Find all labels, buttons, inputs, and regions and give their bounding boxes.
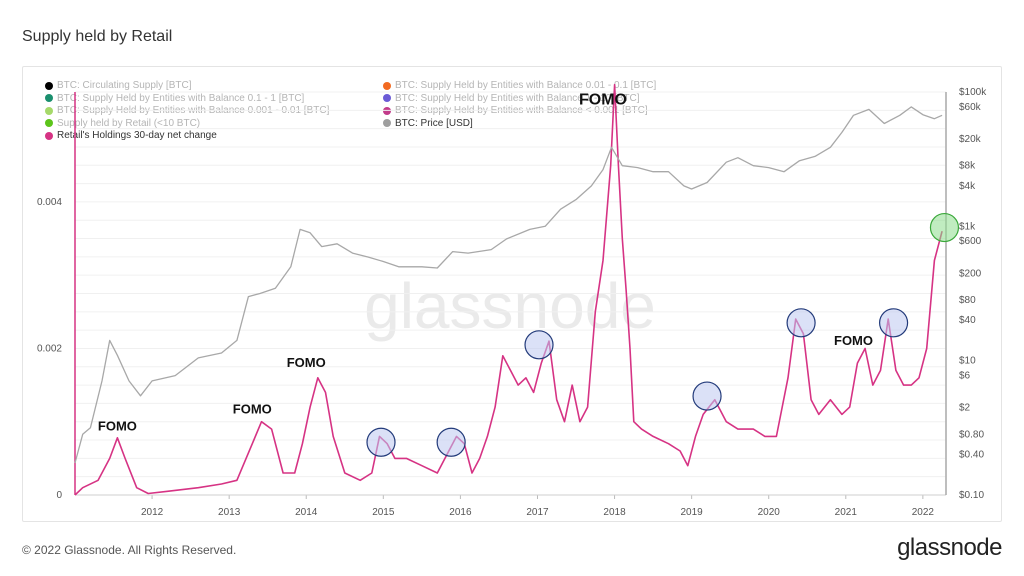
- legend-label: BTC: Circulating Supply [BTC]: [57, 80, 192, 91]
- legend-label: Supply held by Retail (<10 BTC): [57, 117, 201, 129]
- legend-dot-icon: [383, 94, 391, 102]
- highlight-circle-green: [929, 212, 960, 243]
- x-tick-label: 2013: [218, 507, 241, 518]
- legend-item[interactable]: BTC: Price [USD]: [383, 118, 473, 129]
- legend-item[interactable]: BTC: Supply Held by Entities with Balanc…: [383, 93, 640, 104]
- legend-label: BTC: Supply Held by Entities with Balanc…: [395, 80, 657, 91]
- fomo-annotation: FOMO: [579, 91, 627, 108]
- y-right-tick-label: $0.40: [959, 450, 984, 461]
- x-tick-label: 2021: [835, 507, 858, 518]
- legend-dot-icon: [45, 94, 53, 102]
- glassnode-logo: glassnode: [897, 534, 1002, 561]
- legend-dot-icon: [45, 119, 53, 127]
- grid: [75, 91, 946, 496]
- legend-label: Retail's Holdings 30-day net change: [57, 130, 217, 141]
- legend-dot-icon: [383, 81, 391, 90]
- retail-net-change-line: [74, 83, 943, 496]
- page-title: Supply held by Retail: [22, 28, 173, 45]
- x-tick-label: 2014: [295, 507, 318, 518]
- y-right-tick-label: $4k: [959, 181, 976, 192]
- marks: FOMO FOMO FOMO FOMO FOMO: [98, 91, 960, 457]
- watermark: glassnode: [364, 270, 656, 342]
- legend-item[interactable]: BTC: Circulating Supply [BTC]: [45, 80, 192, 91]
- fomo-annotation: FOMO: [834, 333, 873, 348]
- legend-label: BTC: Supply Held by Entities with Balanc…: [395, 92, 640, 104]
- fomo-annotation: FOMO: [287, 355, 326, 370]
- y-left-tick-label: 0: [56, 490, 62, 501]
- y-right-tick-label: $0.10: [959, 490, 984, 501]
- x-tick-label: 2016: [449, 507, 472, 518]
- y-left-tick-label: 0.004: [37, 197, 62, 208]
- highlight-circle-blue: [366, 427, 396, 457]
- x-tick-label: 2012: [141, 507, 164, 518]
- highlight-circle-blue: [692, 381, 722, 411]
- highlight-circle-blue: [786, 308, 816, 338]
- chart-frame: [22, 66, 1002, 522]
- y-left-tick-label: 0.002: [37, 343, 62, 354]
- axes: 0 0.002 0.004 $0.10 $0.40 $0.80 $2 $6 $10 $40 $80 $…: [37, 87, 987, 518]
- legend-dot-icon: [383, 119, 391, 127]
- y-right-tick-label: $6: [959, 371, 971, 382]
- x-tick-label: 2015: [372, 507, 395, 518]
- legend-dot-icon: [45, 81, 53, 90]
- legend-label: BTC: Price [USD]: [395, 117, 473, 129]
- y-right-tick-label: $200: [959, 268, 982, 279]
- fomo-annotation: FOMO: [98, 419, 137, 434]
- legend-item[interactable]: BTC: Supply Held by Entities with Balanc…: [383, 80, 656, 91]
- x-tick-label: 2017: [526, 507, 549, 518]
- y-right-tick-label: $80: [959, 295, 976, 306]
- y-right-tick-label: $20k: [959, 134, 982, 145]
- legend-dot-icon: [45, 106, 53, 115]
- y-right-tick-label: $10: [959, 356, 976, 367]
- y-right-tick-label: $40: [959, 315, 976, 326]
- y-right-tick-label: $60k: [959, 102, 982, 113]
- highlight-circle-blue: [436, 427, 466, 457]
- fomo-annotation: FOMO: [233, 402, 272, 417]
- y-right-tick-label: $100k: [959, 87, 987, 98]
- copyright-text: © 2022 Glassnode. All Rights Reserved.: [22, 543, 237, 557]
- highlight-circle-blue: [878, 308, 909, 338]
- x-tick-label: 2018: [603, 507, 626, 518]
- x-tick-label: 2020: [758, 507, 781, 518]
- x-tick-label: 2019: [681, 507, 704, 518]
- y-right-tick-label: $600: [959, 236, 982, 247]
- legend-label: BTC: Supply Held by Entities with Balanc…: [57, 92, 305, 104]
- y-right-tick-label: $1k: [959, 221, 976, 232]
- legend-item[interactable]: Retail's Holdings 30-day net change: [45, 130, 217, 141]
- highlight-circle-blue: [524, 330, 554, 360]
- y-right-tick-label: $2: [959, 403, 971, 414]
- series: [74, 83, 943, 496]
- legend-dot-icon: [45, 131, 53, 140]
- legend-item[interactable]: BTC: Supply Held by Entities with Balanc…: [45, 93, 304, 104]
- y-right-tick-label: $8k: [959, 161, 976, 172]
- btc-price-line: [74, 106, 943, 464]
- x-tick-label: 2022: [912, 507, 935, 518]
- y-right-tick-label: $0.80: [959, 429, 984, 440]
- legend-item[interactable]: Supply held by Retail (<10 BTC): [45, 118, 200, 129]
